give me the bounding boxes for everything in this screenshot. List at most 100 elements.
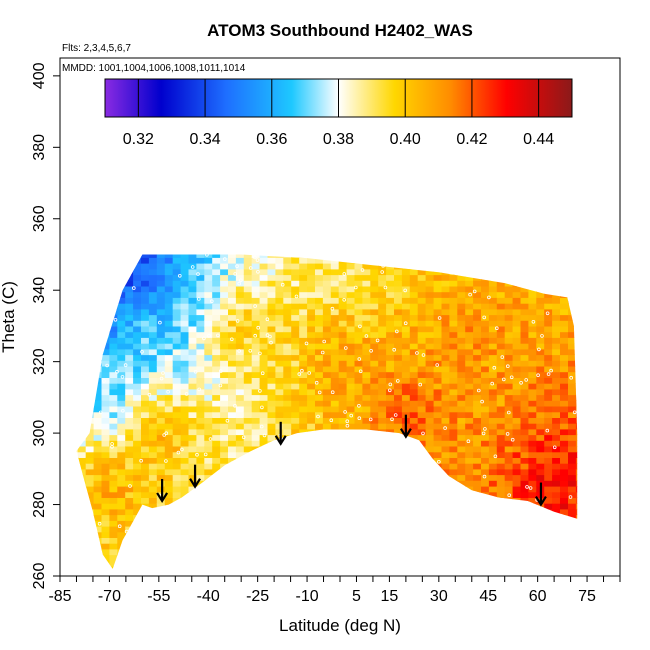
sample-point: [331, 493, 335, 498]
heat-cell: [386, 572, 395, 578]
heat-cell: [322, 543, 332, 550]
heat-cell: [164, 354, 174, 361]
heat-cell: [378, 280, 387, 287]
heat-cell: [220, 508, 229, 516]
heat-cell: [315, 446, 324, 453]
y-tick-label: 300: [31, 420, 48, 447]
heat-cell: [504, 468, 514, 476]
heat-cell: [93, 531, 103, 538]
heat-cell: [322, 371, 332, 378]
heat-cell: [148, 468, 158, 476]
heat-cell: [85, 383, 95, 390]
heat-cell: [101, 331, 110, 338]
heat-cell: [117, 297, 126, 304]
heat-cell: [148, 411, 158, 418]
heat-cell: [544, 337, 553, 344]
heat-cell: [449, 263, 458, 270]
heat-cell: [180, 354, 190, 361]
heat-cell: [291, 434, 300, 441]
heat-cell: [251, 377, 261, 384]
heat-cell: [481, 451, 490, 458]
heat-cell: [488, 400, 498, 407]
heat-cell: [101, 314, 110, 321]
heat-cell: [188, 423, 197, 430]
heat-cell: [575, 560, 578, 567]
heat-cell: [220, 434, 229, 441]
heat-cell: [536, 285, 545, 293]
heat-cell: [299, 337, 308, 344]
heat-cell: [465, 508, 474, 516]
heat-cell: [283, 308, 292, 316]
heat-cell: [315, 365, 324, 373]
heat-cell: [259, 400, 269, 407]
heat-cell: [575, 520, 578, 527]
heat-cell: [409, 491, 419, 498]
heat-cell: [536, 240, 545, 246]
heat-cell: [77, 446, 87, 453]
heat-cell: [291, 486, 300, 493]
heat-cell: [156, 274, 166, 281]
heat-cell: [307, 480, 316, 487]
heat-cell: [520, 434, 529, 441]
heat-cell: [330, 377, 340, 384]
heat-cell: [133, 331, 142, 338]
sample-point: [382, 477, 386, 482]
heat-cell: [291, 491, 300, 498]
heat-cell: [291, 457, 300, 464]
heat-cell: [220, 480, 229, 487]
heat-cell: [77, 383, 87, 390]
heat-cell: [465, 303, 474, 310]
heat-cell: [188, 537, 197, 544]
heat-cell: [362, 428, 371, 436]
heat-cell: [299, 325, 308, 333]
heat-cell: [449, 280, 458, 287]
heat-cell: [85, 308, 95, 316]
heat-cell: [196, 566, 205, 569]
heat-cell: [496, 263, 506, 270]
heat-cell: [465, 423, 474, 430]
heat-cell: [488, 560, 498, 567]
heat-cell: [156, 451, 166, 458]
heat-cell: [259, 268, 269, 276]
heat-cell: [346, 377, 356, 384]
heat-cell: [465, 394, 474, 401]
heat-cell: [315, 417, 324, 424]
heat-cell: [76, 343, 79, 350]
heat-cell: [465, 365, 474, 373]
heat-cell: [425, 457, 435, 464]
heat-cell: [481, 406, 490, 413]
heat-cell: [473, 503, 482, 510]
heat-cell: [189, 246, 198, 252]
heat-cell: [504, 383, 514, 390]
heat-cell: [148, 417, 158, 424]
sample-point: [480, 399, 484, 404]
heat-cell: [85, 257, 95, 264]
heat-cell: [370, 457, 379, 464]
heat-cell: [512, 314, 522, 321]
heat-cell: [386, 548, 395, 556]
heat-cell: [125, 331, 134, 338]
heat-cell: [299, 451, 308, 458]
heat-cell: [148, 291, 158, 298]
heat-cell: [275, 566, 284, 569]
heat-cell: [488, 531, 498, 538]
heat-cell: [544, 480, 553, 487]
heat-cell: [307, 537, 316, 544]
heat-cell: [188, 457, 197, 464]
heat-cell: [228, 411, 237, 418]
heat-cell: [512, 263, 522, 270]
heat-cell: [93, 554, 103, 561]
heat-cell: [76, 451, 79, 458]
heat-cell: [243, 428, 253, 436]
heat-cell: [307, 554, 316, 561]
heat-cell: [235, 308, 245, 316]
heat-cell: [307, 320, 316, 327]
heat-cell: [433, 480, 443, 487]
heat-cell: [275, 331, 284, 338]
heat-cell: [552, 440, 561, 447]
heat-cell: [109, 543, 118, 550]
heat-cell: [386, 377, 395, 384]
heat-cell: [77, 291, 87, 298]
heat-cell: [465, 331, 474, 338]
heat-cell: [496, 274, 506, 281]
